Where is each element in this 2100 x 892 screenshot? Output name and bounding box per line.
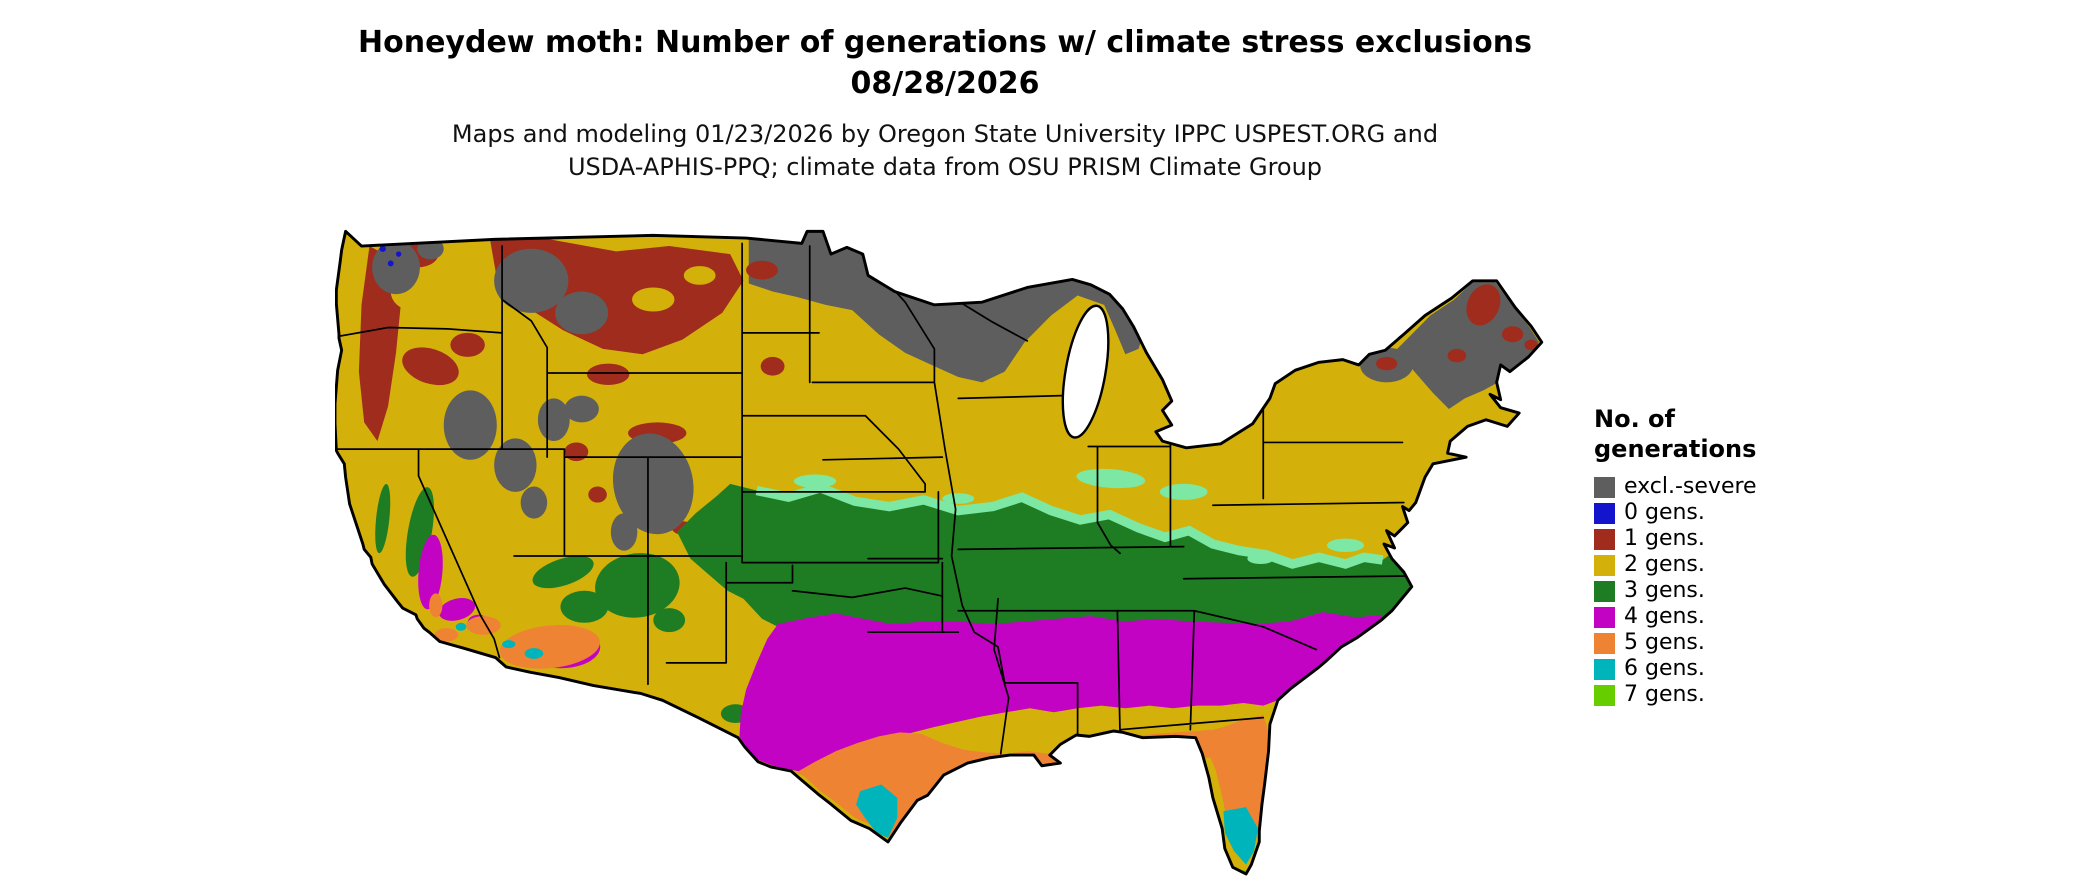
zone-0gens	[379, 245, 402, 267]
legend-item-label: 6 gens.	[1624, 656, 1705, 681]
state-borders	[335, 242, 1408, 755]
zone-transition	[755, 468, 1384, 569]
us-outline	[335, 229, 1544, 876]
legend-swatch	[1594, 580, 1615, 602]
legend-swatch	[1594, 658, 1615, 680]
map-title: Honeydew moth: Number of generations w/ …	[358, 25, 1532, 60]
legend-item: 5 gens.	[1594, 630, 1854, 656]
zone-6gens	[455, 622, 1258, 865]
legend-item-label: 5 gens.	[1624, 630, 1705, 655]
legend-swatch	[1594, 684, 1615, 706]
legend-item-label: 3 gens.	[1624, 578, 1705, 603]
legend-item-label: 0 gens.	[1624, 500, 1705, 525]
zone-5gens	[429, 593, 1269, 853]
legend-item: 3 gens.	[1594, 578, 1854, 604]
legend-swatch	[1594, 632, 1615, 654]
legend-item: excl.-severe	[1594, 474, 1854, 500]
legend-item-label: 2 gens.	[1624, 552, 1705, 577]
legend-item-label: 4 gens.	[1624, 604, 1705, 629]
legend-item: 1 gens.	[1594, 526, 1854, 552]
legend-item: 4 gens.	[1594, 604, 1854, 630]
legend-item: 0 gens.	[1594, 500, 1854, 526]
legend-item-label: 1 gens.	[1624, 526, 1705, 551]
generation-zones	[335, 231, 1542, 874]
map-title-date: 08/28/2026	[850, 66, 1040, 101]
legend-item-label: 7 gens.	[1624, 682, 1705, 707]
credits-line1: Maps and modeling 01/23/2026 by Oregon S…	[451, 120, 1439, 148]
us-map-svg	[335, 229, 1544, 876]
us-generations-map	[335, 222, 1555, 890]
legend-item: 7 gens.	[1594, 682, 1854, 708]
legend-swatch	[1594, 554, 1615, 576]
legend-swatch	[1594, 502, 1615, 524]
credits-line2: USDA-APHIS-PPQ; climate data from OSU PR…	[567, 153, 1323, 181]
legend-item: 6 gens.	[1594, 656, 1854, 682]
legend: No. of generations excl.-severe 0 gens. …	[1594, 404, 1854, 708]
legend-swatch	[1594, 528, 1615, 550]
legend-swatch	[1594, 606, 1615, 628]
legend-items: excl.-severe 0 gens. 1 gens. 2 gens. 3 g…	[1594, 474, 1854, 708]
legend-swatch	[1594, 476, 1615, 498]
lake-michigan	[1061, 304, 1110, 439]
legend-item: 2 gens.	[1594, 552, 1854, 578]
legend-title: No. of generations	[1594, 405, 1757, 463]
title-block: Honeydew moth: Number of generations w/ …	[0, 22, 1890, 184]
legend-item-label: excl.-severe	[1624, 474, 1757, 499]
